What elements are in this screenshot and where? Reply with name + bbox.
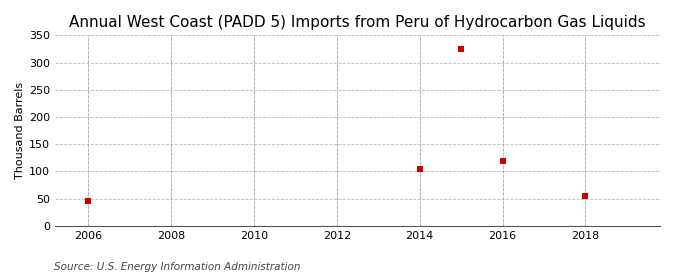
Point bbox=[580, 194, 591, 198]
Y-axis label: Thousand Barrels: Thousand Barrels bbox=[15, 82, 25, 179]
Point bbox=[83, 199, 94, 204]
Point bbox=[414, 167, 425, 171]
Point bbox=[456, 47, 466, 51]
Point bbox=[497, 158, 508, 163]
Title: Annual West Coast (PADD 5) Imports from Peru of Hydrocarbon Gas Liquids: Annual West Coast (PADD 5) Imports from … bbox=[70, 15, 646, 30]
Text: Source: U.S. Energy Information Administration: Source: U.S. Energy Information Administ… bbox=[54, 262, 300, 272]
